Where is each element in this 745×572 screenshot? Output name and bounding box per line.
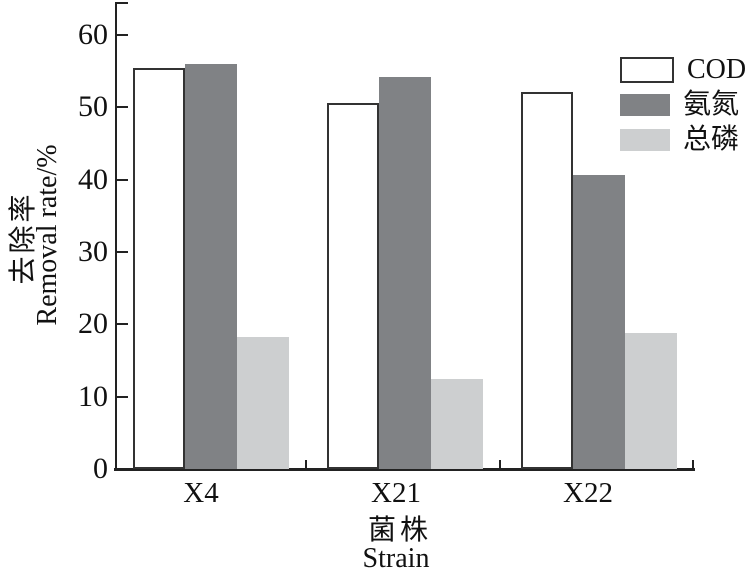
x-axis-tick xyxy=(499,460,501,469)
legend-item-total-phosphorus: 总磷 xyxy=(620,124,745,155)
bar-cod-x22 xyxy=(521,92,573,469)
bar-ammonia-nitrogen-x4 xyxy=(185,64,237,469)
y-axis-tick xyxy=(117,106,128,109)
legend-item-cod: COD xyxy=(620,54,745,85)
y-tick-label: 30 xyxy=(78,235,108,268)
y-axis-tick xyxy=(117,34,128,36)
bar-cod-x21 xyxy=(327,103,379,469)
x-tick-label-x21: X21 xyxy=(371,477,421,509)
y-tick-label: 10 xyxy=(78,379,108,413)
x-axis-tick xyxy=(305,460,307,469)
legend-label-ammonia-nitrogen: 氨氮 xyxy=(683,89,740,120)
legend-label-total-phosphorus: 总磷 xyxy=(683,124,740,155)
legend-swatch-cod xyxy=(620,57,674,83)
bar-total-phosphorus-x22 xyxy=(625,333,677,469)
bar-ammonia-nitrogen-x21 xyxy=(379,77,431,469)
legend-swatch-ammonia-nitrogen xyxy=(620,94,670,116)
y-tick-label: 50 xyxy=(78,90,108,124)
bar-cod-x4 xyxy=(133,68,185,469)
y-axis-top-tick xyxy=(117,2,128,4)
y-axis-line xyxy=(115,2,117,471)
y-tick-label: 0 xyxy=(93,452,108,485)
x-axis-tick xyxy=(692,460,694,469)
y-tick-label: 20 xyxy=(78,307,108,341)
y-axis-tick xyxy=(117,178,128,181)
bar-total-phosphorus-x21 xyxy=(431,379,483,469)
legend-item-ammonia-nitrogen: 氨氮 xyxy=(620,89,745,120)
y-axis-tick xyxy=(117,323,128,326)
legend-swatch-total-phosphorus xyxy=(620,129,670,151)
x-axis-label-english: Strain xyxy=(362,543,430,572)
bar-ammonia-nitrogen-x22 xyxy=(573,175,625,469)
bar-total-phosphorus-x4 xyxy=(237,337,289,469)
y-tick-label: 60 xyxy=(78,18,108,51)
legend: COD 氨氮总磷 xyxy=(620,54,745,163)
legend-label-cod: COD xyxy=(687,54,745,85)
x-tick-label-x4: X4 xyxy=(183,477,219,509)
y-axis-tick xyxy=(117,468,128,470)
x-tick-label-x22: X22 xyxy=(563,477,613,509)
y-axis-tick xyxy=(117,395,128,398)
y-axis-tick xyxy=(117,251,128,253)
y-tick-label: 40 xyxy=(78,162,108,196)
x-axis-line xyxy=(114,468,695,471)
y-axis-label-english: Removal rate/% xyxy=(32,144,63,326)
x-axis-label-chinese: 菌株 xyxy=(367,515,433,546)
